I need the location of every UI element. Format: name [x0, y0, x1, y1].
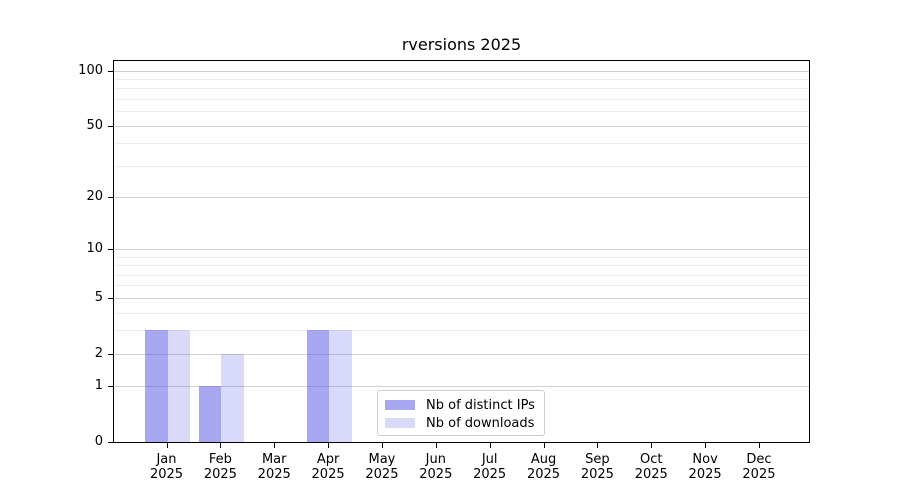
x-tick-mark-dec: [758, 443, 760, 448]
legend-item-downloads: Nb of downloads: [385, 414, 536, 432]
gridline-minor-6: [114, 285, 809, 287]
gridline-major-50: [114, 125, 809, 127]
bar-distinct-ips-apr: [306, 330, 330, 442]
x-tick-year: 2025: [473, 467, 507, 482]
bar-downloads-apr: [329, 330, 352, 442]
y-tick-label-0: 0: [94, 434, 103, 449]
x-tick-label-may: May 2025: [354, 452, 410, 482]
x-tick-mark-sep: [597, 443, 599, 448]
x-tick-month: Mar: [261, 452, 287, 467]
x-tick-label-mar: Mar 2025: [246, 452, 302, 482]
y-tick-mark-0: [108, 442, 113, 443]
x-tick-mark-oct: [651, 443, 653, 448]
y-tick-label-1: 1: [94, 378, 103, 394]
x-tick-month: May: [368, 452, 396, 467]
x-tick-year: 2025: [688, 467, 722, 482]
legend-label-distinct-ips: Nb of distinct IPs: [426, 397, 535, 413]
y-tick-label-2: 2: [94, 345, 103, 361]
legend-item-distinct-ips: Nb of distinct IPs: [385, 396, 536, 414]
x-tick-mark-nov: [705, 443, 707, 448]
gridline-minor-3: [114, 330, 809, 332]
y-tick-label-50: 50: [86, 117, 103, 133]
x-tick-label-jul: Jul 2025: [462, 452, 518, 482]
gridline-minor-60: [114, 111, 809, 113]
x-tick-label-aug: Aug 2025: [516, 452, 572, 482]
gridline-minor-8: [114, 265, 809, 267]
x-tick-year: 2025: [257, 467, 291, 482]
x-tick-mark-feb: [220, 443, 222, 448]
x-tick-label-feb: Feb 2025: [192, 452, 248, 482]
x-tick-month: Feb: [208, 452, 232, 467]
gridline-major-100: [114, 70, 809, 72]
x-tick-label-jun: Jun 2025: [408, 452, 464, 482]
y-tick-label-5: 5: [94, 289, 103, 305]
gridline-major-5: [114, 297, 809, 299]
legend-label-downloads: Nb of downloads: [426, 415, 535, 431]
y-tick-mark-1: [108, 386, 113, 388]
gridline-minor-40: [114, 143, 809, 145]
x-tick-month: Sep: [585, 452, 610, 467]
gridline-minor-80: [114, 88, 809, 90]
y-tick-label-100: 100: [78, 62, 103, 78]
legend-swatch-downloads: [385, 418, 415, 428]
x-tick-label-apr: Apr 2025: [300, 452, 356, 482]
y-tick-mark-10: [108, 249, 113, 251]
x-tick-year: 2025: [365, 467, 399, 482]
x-tick-year: 2025: [634, 467, 668, 482]
y-tick-mark-2: [108, 353, 113, 355]
x-tick-mark-jun: [435, 443, 437, 448]
y-tick-label-10: 10: [86, 241, 103, 257]
x-tick-month: Nov: [692, 452, 718, 467]
x-tick-month: Jun: [425, 452, 446, 467]
x-tick-month: Jul: [481, 452, 498, 467]
plot-area: [113, 60, 810, 443]
x-tick-year: 2025: [526, 467, 561, 482]
y-tick-mark-5: [108, 297, 113, 299]
x-tick-month: Dec: [746, 452, 772, 467]
x-tick-year: 2025: [419, 467, 453, 482]
y-tick-label-20: 20: [86, 189, 103, 205]
gridline-major-10: [114, 249, 809, 251]
legend: Nb of distinct IPs Nb of downloads: [377, 390, 545, 436]
bar-downloads-feb: [221, 353, 244, 442]
gridline-major-1: [114, 386, 809, 388]
gridline-minor-7: [114, 274, 809, 276]
gridline-minor-90: [114, 79, 809, 81]
x-tick-label-sep: Sep 2025: [569, 452, 625, 482]
x-tick-mark-aug: [543, 443, 545, 448]
x-tick-month: Apr: [316, 452, 340, 467]
x-tick-mark-may: [381, 443, 383, 448]
gridline-minor-70: [114, 99, 809, 101]
x-tick-year: 2025: [742, 467, 776, 482]
x-tick-label-oct: Oct 2025: [623, 452, 679, 482]
chart-title: rversions 2025: [401, 35, 522, 54]
y-tick-mark-100: [108, 70, 113, 72]
y-tick-mark-50: [108, 125, 113, 127]
x-tick-mark-jan: [166, 443, 168, 448]
gridline-minor-9: [114, 256, 809, 258]
x-tick-year: 2025: [149, 467, 184, 482]
x-tick-label-dec: Dec 2025: [731, 452, 787, 482]
x-tick-year: 2025: [311, 467, 345, 482]
x-tick-year: 2025: [580, 467, 614, 482]
x-tick-mark-jul: [489, 443, 491, 448]
x-tick-year: 2025: [203, 467, 237, 482]
gridline-minor-4: [114, 312, 809, 314]
x-tick-mark-apr: [328, 443, 330, 448]
x-tick-month: Aug: [530, 452, 557, 467]
bar-distinct-ips-feb: [198, 386, 222, 442]
bar-downloads-jan: [167, 330, 190, 442]
x-tick-month: Jan: [156, 452, 177, 467]
y-tick-mark-20: [108, 197, 113, 199]
legend-swatch-distinct-ips: [385, 400, 415, 410]
x-tick-mark-mar: [274, 443, 276, 448]
gridline-minor-30: [114, 165, 809, 167]
gridline-major-20: [114, 197, 809, 199]
x-tick-month: Oct: [639, 452, 663, 467]
x-tick-label-nov: Nov 2025: [677, 452, 733, 482]
x-tick-label-jan: Jan 2025: [139, 452, 195, 482]
bar-distinct-ips-jan: [145, 330, 168, 442]
gridline-major-2: [114, 353, 809, 355]
